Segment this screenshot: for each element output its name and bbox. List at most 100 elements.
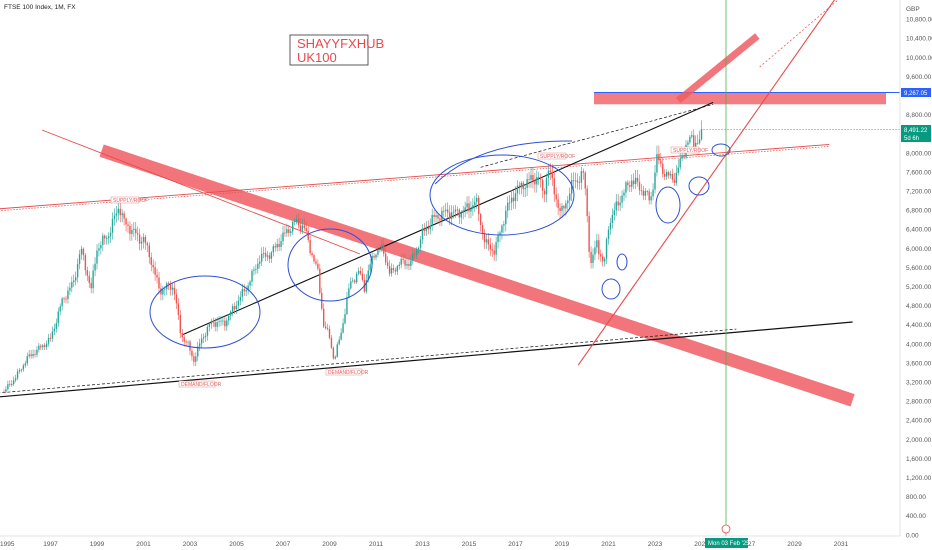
tag-frame — [670, 146, 700, 154]
candle-body — [241, 289, 244, 297]
candle-body — [125, 218, 127, 225]
candle-body — [100, 245, 102, 249]
candle-body — [59, 306, 61, 312]
candle-body — [340, 332, 342, 340]
price-tick-label: 6,000.00 — [906, 246, 932, 253]
price-tick-label: 0.00 — [906, 532, 919, 539]
candle-body — [559, 207, 561, 211]
time-axis[interactable]: 1995 1997 1999 2001 2003 2005 2007 2009 2011 2013… — [0, 535, 900, 548]
candle-body — [419, 239, 422, 248]
candle-body — [421, 228, 424, 240]
time-tick-label: 2005 — [229, 541, 244, 548]
candle-body — [332, 347, 335, 359]
candle-body — [394, 269, 397, 272]
candle-body — [156, 274, 158, 278]
candle-body — [549, 170, 552, 173]
candle-body — [675, 172, 678, 183]
candle-body — [187, 341, 189, 343]
price-tick-label: 9,600.00 — [906, 74, 932, 81]
candle-body — [88, 275, 90, 283]
candle-body — [57, 311, 59, 324]
candle-body — [650, 196, 652, 201]
candle-body — [229, 311, 232, 316]
candle-body — [636, 177, 639, 182]
candle-body — [452, 211, 455, 213]
candle-body — [102, 235, 104, 246]
candle-body — [379, 249, 381, 250]
candle-body — [617, 201, 619, 206]
candle-body — [609, 222, 612, 230]
candle-body — [117, 208, 120, 214]
time-tick-label: 2031 — [834, 541, 849, 548]
candle-body — [611, 214, 614, 223]
resistance-zone — [594, 92, 886, 105]
candle-body — [344, 314, 346, 324]
candle-body — [210, 320, 213, 324]
candle-body — [487, 239, 490, 245]
tag-frame — [325, 368, 363, 376]
candle-body — [510, 197, 513, 203]
candle-body — [71, 282, 73, 288]
candle-body — [293, 221, 296, 222]
candle-body — [491, 249, 493, 251]
price-tick-label: 7,600.00 — [906, 169, 932, 176]
last-price-badge-bg — [901, 125, 931, 142]
candle-body — [621, 195, 623, 203]
hand-drawn-circle — [688, 176, 710, 196]
supply-roof-tag-2: SUPPLY/ROOF — [537, 152, 575, 160]
candle-body — [520, 182, 523, 187]
chart-title: FTSE 100 Index, 1M, FX — [4, 4, 76, 11]
candle-body — [61, 298, 63, 307]
candle-body — [146, 243, 149, 246]
price-tick-label: 8,800.00 — [906, 112, 932, 119]
candle-body — [12, 380, 15, 385]
candle-body — [255, 268, 257, 270]
candle-body — [483, 233, 486, 243]
candle-body — [665, 172, 668, 177]
candle-body — [528, 179, 530, 180]
candle-body — [605, 239, 608, 259]
candle-body — [119, 208, 121, 216]
candle-body — [658, 153, 660, 161]
candle-body — [7, 384, 9, 390]
candle-body — [38, 345, 40, 350]
candle-body — [63, 298, 65, 300]
candle-body — [594, 247, 596, 255]
candle-body — [129, 225, 131, 234]
candle-body — [689, 136, 691, 143]
time-tick-label: 2021 — [601, 541, 616, 548]
candle-body — [342, 323, 344, 333]
candle-body — [565, 203, 567, 209]
candle-body — [228, 315, 230, 321]
candle-body — [67, 290, 69, 300]
candle-body — [80, 248, 83, 255]
candle-body — [206, 326, 209, 336]
candle-body — [115, 213, 118, 216]
candle-body — [683, 155, 685, 158]
hand-drawn-circle — [287, 228, 373, 302]
candle-body — [226, 320, 228, 327]
time-tick-label: 1999 — [90, 541, 105, 548]
time-tick-label: 2015 — [462, 541, 477, 548]
price-tick-label: 7,200.00 — [906, 189, 932, 196]
candle-body — [518, 185, 521, 187]
candle-body — [433, 214, 435, 218]
candle-body — [272, 246, 275, 253]
candle-body — [305, 228, 307, 231]
candle-body — [439, 218, 441, 221]
steep-uptrend-extension — [759, 0, 839, 68]
candle-body — [596, 240, 598, 248]
candle-body — [404, 260, 406, 266]
candle-body — [218, 321, 220, 323]
candle-body — [634, 177, 637, 185]
price-axis[interactable]: GBP 10,800.00 10,400.00 10,000.00 9,600.00 8… — [899, 0, 932, 539]
candle-body — [667, 172, 670, 176]
candle-body — [171, 287, 174, 290]
candle-body — [259, 261, 261, 264]
candle-body — [530, 175, 532, 180]
price-tick-label: 400.00 — [906, 513, 926, 520]
price-tick-label: 10,000.00 — [906, 55, 932, 62]
supply-roof-label-1: SUPPLY/ROOF — [113, 198, 148, 204]
candle-body — [557, 199, 559, 208]
